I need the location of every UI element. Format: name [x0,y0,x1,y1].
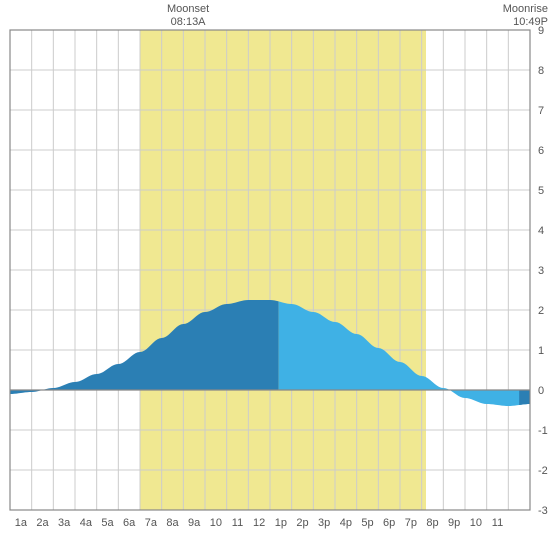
y-tick-label: 5 [538,185,544,197]
x-tick-label: 3a [58,517,71,529]
tide-chart: -3-2-101234567891a2a3a4a5a6a7a8a9a101112… [0,0,550,550]
y-tick-label: 7 [538,105,544,117]
x-tick-label: 9p [448,517,460,529]
y-tick-label: 3 [538,265,544,277]
moonrise-title: Moonrise [503,3,548,15]
x-tick-label: 8a [166,517,179,529]
y-tick-label: -2 [538,465,548,477]
y-tick-label: 4 [538,225,544,237]
y-tick-label: 8 [538,65,544,77]
moonset-time: 08:13A [171,16,207,28]
chart-svg: -3-2-101234567891a2a3a4a5a6a7a8a9a101112… [0,0,550,550]
x-tick-label: 6p [383,517,395,529]
y-tick-label: 2 [538,305,544,317]
x-tick-label: 5a [101,517,114,529]
x-tick-label: 11 [232,517,243,529]
y-tick-label: 0 [538,385,544,397]
x-tick-label: 10 [470,517,482,529]
y-tick-label: 1 [538,345,544,357]
x-tick-label: 10 [210,517,222,529]
x-tick-label: 4a [80,517,93,529]
x-tick-label: 1a [15,517,28,529]
x-tick-label: 12 [253,517,265,529]
x-tick-label: 5p [361,517,373,529]
x-tick-label: 7p [405,517,417,529]
x-tick-label: 2p [296,517,308,529]
moonrise-time: 10:49P [513,16,548,28]
y-tick-label: -1 [538,425,548,437]
x-tick-label: 6a [123,517,136,529]
x-tick-label: 1p [275,517,287,529]
x-tick-label: 7a [145,517,158,529]
x-tick-label: 8p [426,517,438,529]
x-tick-label: 9a [188,517,201,529]
y-tick-label: 6 [538,145,544,157]
x-tick-label: 11 [492,517,503,529]
x-tick-label: 2a [36,517,49,529]
y-tick-label: -3 [538,505,548,517]
tide-area-end [519,390,530,405]
x-tick-label: 3p [318,517,330,529]
x-tick-label: 4p [340,517,352,529]
moonset-title: Moonset [167,3,209,15]
